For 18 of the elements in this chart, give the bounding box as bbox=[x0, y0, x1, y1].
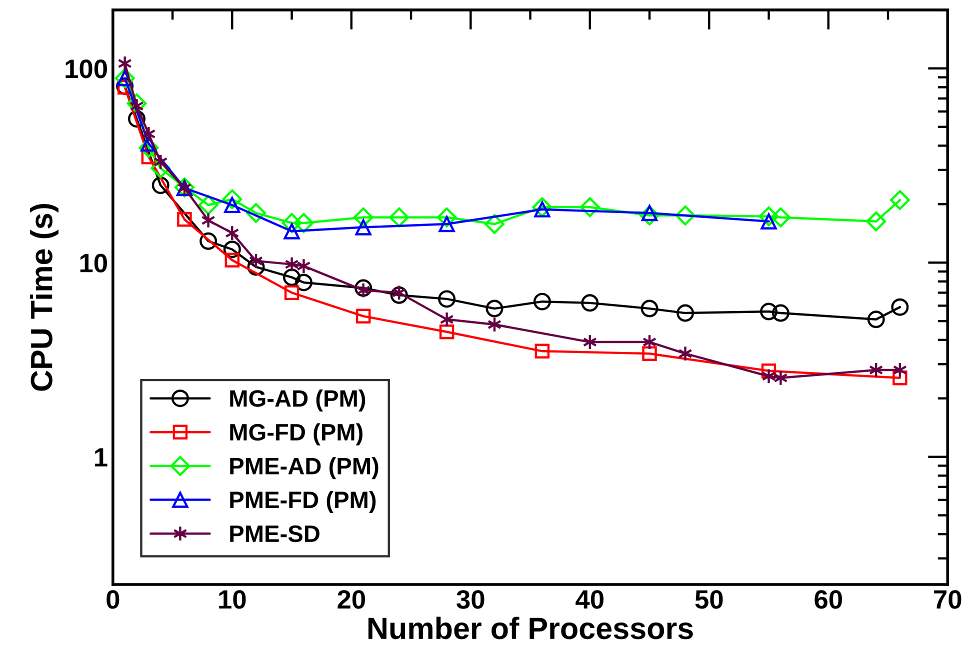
legend-label: PME-FD (PM) bbox=[230, 490, 376, 513]
legend-label: MG-FD (PM) bbox=[230, 423, 362, 446]
x-tick-label: 50 bbox=[695, 590, 723, 609]
y-tick-label: 1 bbox=[95, 448, 108, 466]
y-tick-label: 100 bbox=[66, 60, 107, 78]
x-axis-title: Number of Processors bbox=[368, 616, 693, 640]
x-tick-label: 10 bbox=[219, 590, 246, 609]
x-tick-label: 0 bbox=[106, 590, 120, 609]
x-tick-label: 20 bbox=[338, 590, 365, 609]
y-axis-title: CPU Time (s) bbox=[30, 204, 58, 391]
legend-label: MG-AD (PM) bbox=[230, 389, 366, 412]
x-tick-label: 30 bbox=[456, 590, 484, 609]
x-tick-label: 40 bbox=[576, 590, 604, 609]
legend-label: PME-AD (PM) bbox=[230, 457, 378, 480]
legend-label: PME-SD bbox=[230, 525, 320, 542]
x-tick-label: 60 bbox=[814, 590, 842, 609]
x-tick-label: 70 bbox=[934, 590, 962, 609]
y-tick-label: 10 bbox=[80, 254, 107, 272]
